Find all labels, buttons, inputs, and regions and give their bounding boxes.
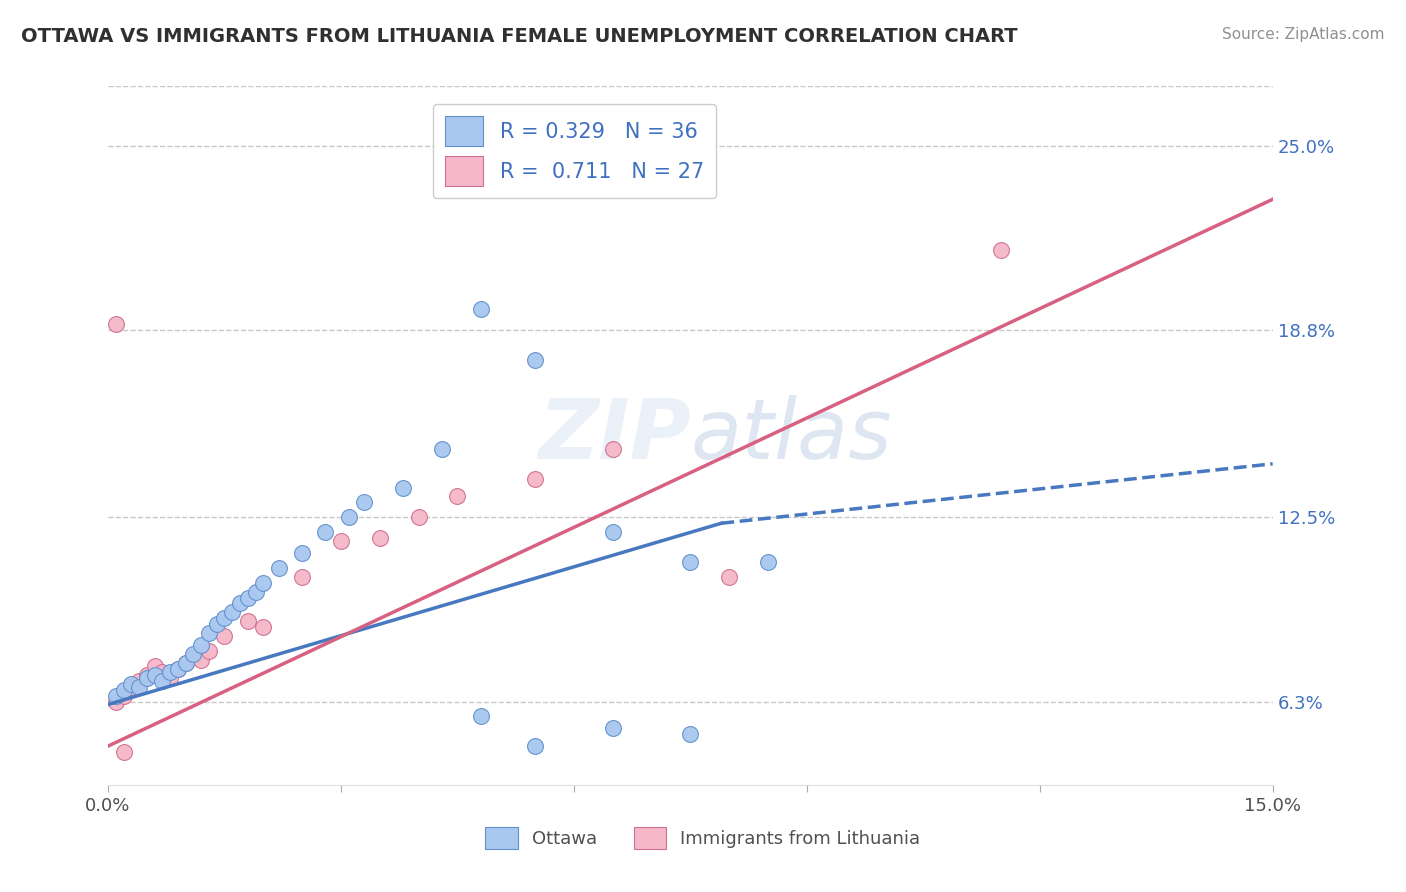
Point — [990, 243, 1012, 257]
Point — [718, 570, 741, 584]
Point — [291, 570, 314, 584]
Point — [135, 671, 157, 685]
Point — [198, 644, 221, 658]
Point — [314, 525, 336, 540]
Point — [174, 656, 197, 670]
Point — [198, 626, 221, 640]
Text: ZIP: ZIP — [537, 395, 690, 476]
Text: OTTAWA VS IMMIGRANTS FROM LITHUANIA FEMALE UNEMPLOYMENT CORRELATION CHART: OTTAWA VS IMMIGRANTS FROM LITHUANIA FEMA… — [21, 27, 1018, 45]
Point — [430, 442, 453, 456]
Point — [150, 673, 173, 688]
Point — [408, 510, 430, 524]
Point — [112, 682, 135, 697]
Point — [104, 317, 127, 331]
Point — [214, 629, 236, 643]
Point — [112, 689, 135, 703]
Point — [221, 606, 243, 620]
Point — [524, 352, 547, 367]
Point — [245, 584, 267, 599]
Point — [679, 555, 702, 569]
Point — [143, 667, 166, 681]
Point — [470, 709, 492, 723]
Point — [205, 617, 228, 632]
Point — [190, 638, 212, 652]
Point — [252, 620, 274, 634]
Point — [128, 673, 150, 688]
Legend: Ottawa, Immigrants from Lithuania: Ottawa, Immigrants from Lithuania — [478, 820, 928, 856]
Point — [291, 546, 314, 560]
Point — [602, 442, 624, 456]
Point — [159, 665, 181, 679]
Point — [756, 555, 779, 569]
Point — [167, 662, 190, 676]
Point — [214, 611, 236, 625]
Point — [524, 472, 547, 486]
Text: Source: ZipAtlas.com: Source: ZipAtlas.com — [1222, 27, 1385, 42]
Point — [236, 615, 259, 629]
Point — [392, 481, 415, 495]
Point — [446, 490, 468, 504]
Point — [143, 659, 166, 673]
Point — [236, 591, 259, 605]
Point — [353, 495, 375, 509]
Point — [135, 667, 157, 681]
Point — [112, 745, 135, 759]
Point — [602, 525, 624, 540]
Point — [120, 676, 142, 690]
Point — [104, 694, 127, 708]
Point — [128, 680, 150, 694]
Point — [190, 653, 212, 667]
Point — [159, 671, 181, 685]
Point — [167, 662, 190, 676]
Point — [104, 689, 127, 703]
Legend: R = 0.329   N = 36, R =  0.711   N = 27: R = 0.329 N = 36, R = 0.711 N = 27 — [433, 103, 716, 198]
Point — [183, 647, 205, 661]
Point — [229, 597, 252, 611]
Point — [183, 650, 205, 665]
Text: atlas: atlas — [690, 395, 891, 476]
Point — [150, 665, 173, 679]
Point — [174, 656, 197, 670]
Point — [602, 721, 624, 735]
Point — [368, 531, 391, 545]
Point — [470, 302, 492, 317]
Point — [252, 575, 274, 590]
Point — [679, 727, 702, 741]
Point — [524, 739, 547, 753]
Point — [267, 561, 290, 575]
Point — [120, 680, 142, 694]
Point — [337, 510, 360, 524]
Point — [329, 534, 352, 549]
